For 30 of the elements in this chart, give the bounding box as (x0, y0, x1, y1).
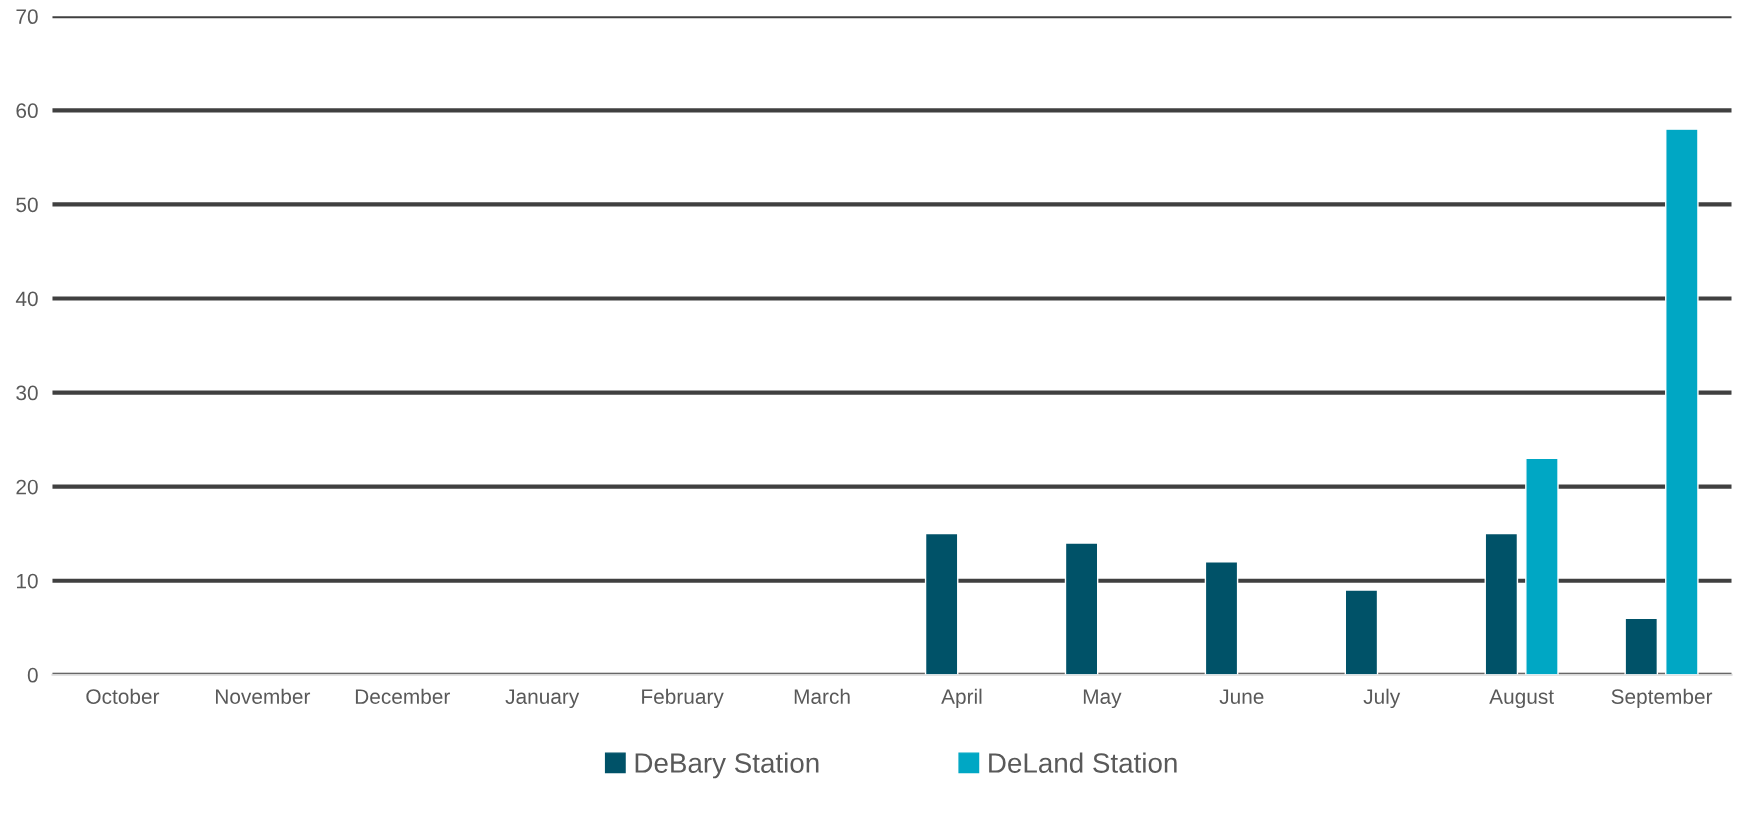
x-tick-label: May (1083, 689, 1122, 709)
y-tick-label: 30 (16, 385, 38, 401)
bar (1665, 128, 1699, 675)
x-tick-label: July (1363, 688, 1401, 709)
x-tick-label: September (1611, 688, 1713, 709)
y-tick-label: 20 (16, 479, 38, 495)
x-tick-label: October (86, 688, 160, 704)
x-tick-label: June (1219, 689, 1264, 704)
y-tick-label: 50 (16, 197, 38, 213)
x-tick-label: November (216, 688, 311, 704)
y-tick-label: 70 (16, 9, 38, 25)
bar (1525, 457, 1559, 675)
bar (1344, 589, 1379, 675)
y-tick-label: 40 (15, 291, 38, 307)
bar (1624, 617, 1659, 675)
y-tick-label: 0 (27, 667, 38, 683)
x-tick-label: January (505, 689, 580, 709)
bar (1204, 561, 1239, 675)
legend-label: DeBary Station (635, 752, 819, 779)
bar (1484, 532, 1519, 675)
bar (1064, 542, 1099, 675)
legend-label: DeLand Station (989, 752, 1177, 773)
x-tick-label: August (1489, 689, 1554, 709)
y-tick-label: 10 (17, 573, 38, 589)
x-tick-label: February (642, 688, 724, 709)
y-tick-label: 60 (16, 103, 38, 119)
x-tick-label: March (794, 688, 850, 704)
x-tick-label: April (941, 688, 982, 709)
x-tick-label: December (355, 688, 450, 704)
bar (924, 532, 959, 675)
